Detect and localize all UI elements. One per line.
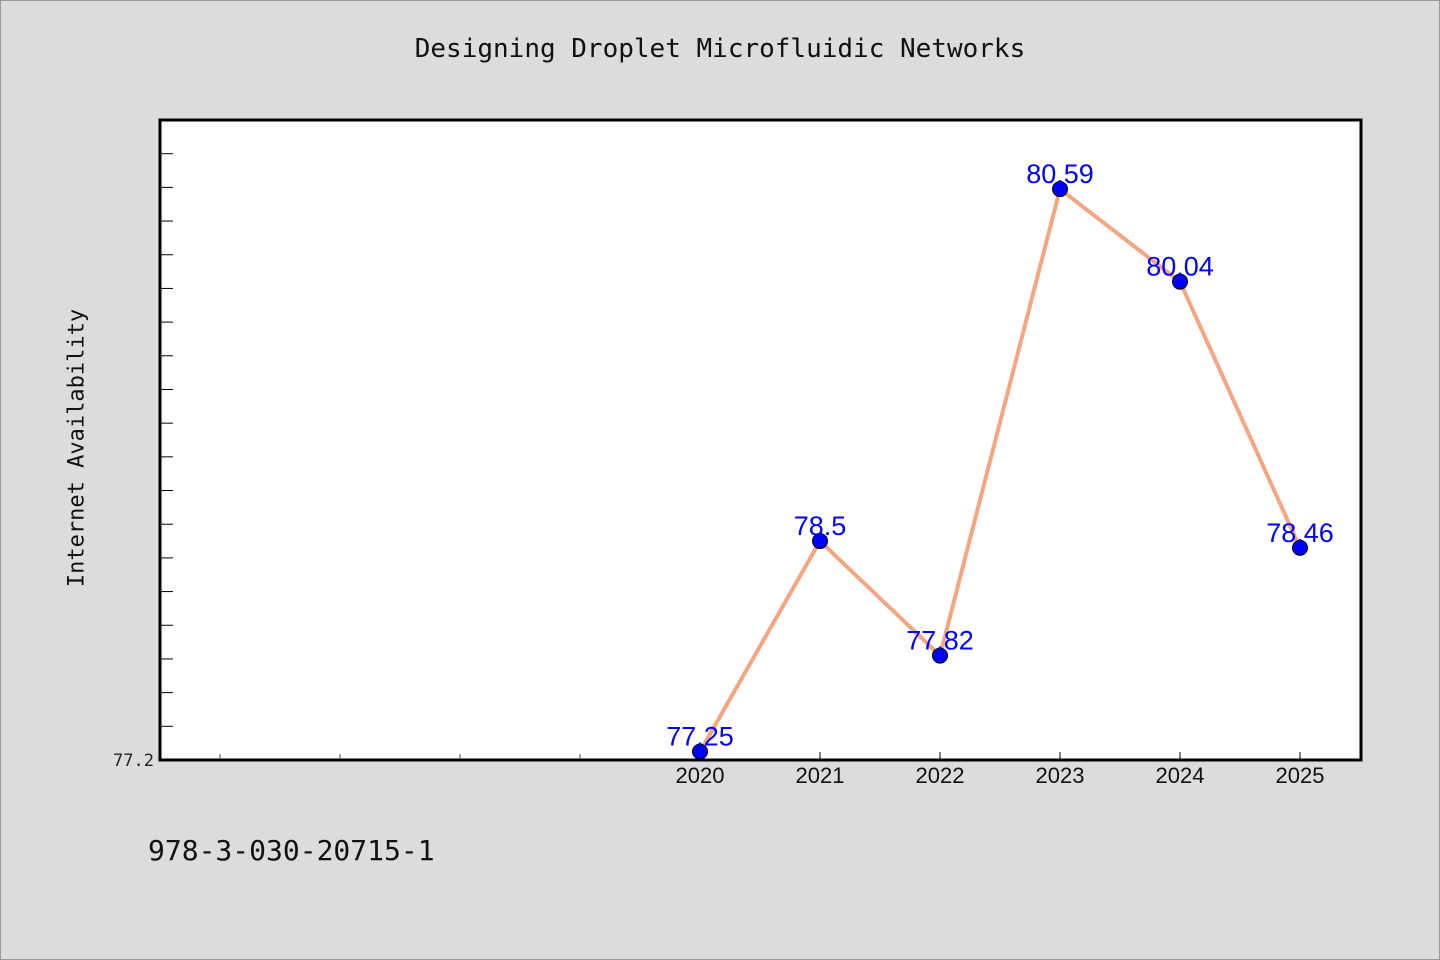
x-tick-label: 2020 <box>676 763 725 788</box>
data-label: 78.5 <box>794 511 847 541</box>
y-tick-label: 77.2 <box>113 751 154 771</box>
x-tick-label: 2023 <box>1036 763 1085 788</box>
data-labels-layer: 77.25 78.5 77.82 80.59 80.04 78.46 <box>666 159 1334 752</box>
data-point-marker <box>812 533 828 550</box>
data-label: 77.25 <box>666 722 734 752</box>
data-point-marker <box>1292 539 1308 556</box>
data-label: 80.04 <box>1146 252 1214 282</box>
data-label: 77.82 <box>906 626 974 656</box>
data-point-marker <box>1052 181 1068 198</box>
data-point-marker <box>932 647 948 664</box>
data-label: 80.59 <box>1026 159 1094 189</box>
plot-border <box>158 118 1363 762</box>
x-tick-label: 2025 <box>1276 763 1325 788</box>
data-point-marker <box>1172 273 1188 290</box>
series-layer <box>692 181 1308 760</box>
x-tick-label: 2024 <box>1156 763 1205 788</box>
series-line <box>698 187 1302 753</box>
footer-identifier: 978-3-030-20715-1 <box>148 834 435 867</box>
plot-background <box>160 120 1361 760</box>
chart-title: Designing Droplet Microfluidic Networks <box>414 34 1026 64</box>
data-label: 78.46 <box>1266 518 1334 548</box>
x-tick-label: 2021 <box>796 763 845 788</box>
x-axis-ticks: 2020 2021 2022 2023 2024 2025 <box>219 752 1325 788</box>
x-tick-label: 2022 <box>916 763 965 788</box>
